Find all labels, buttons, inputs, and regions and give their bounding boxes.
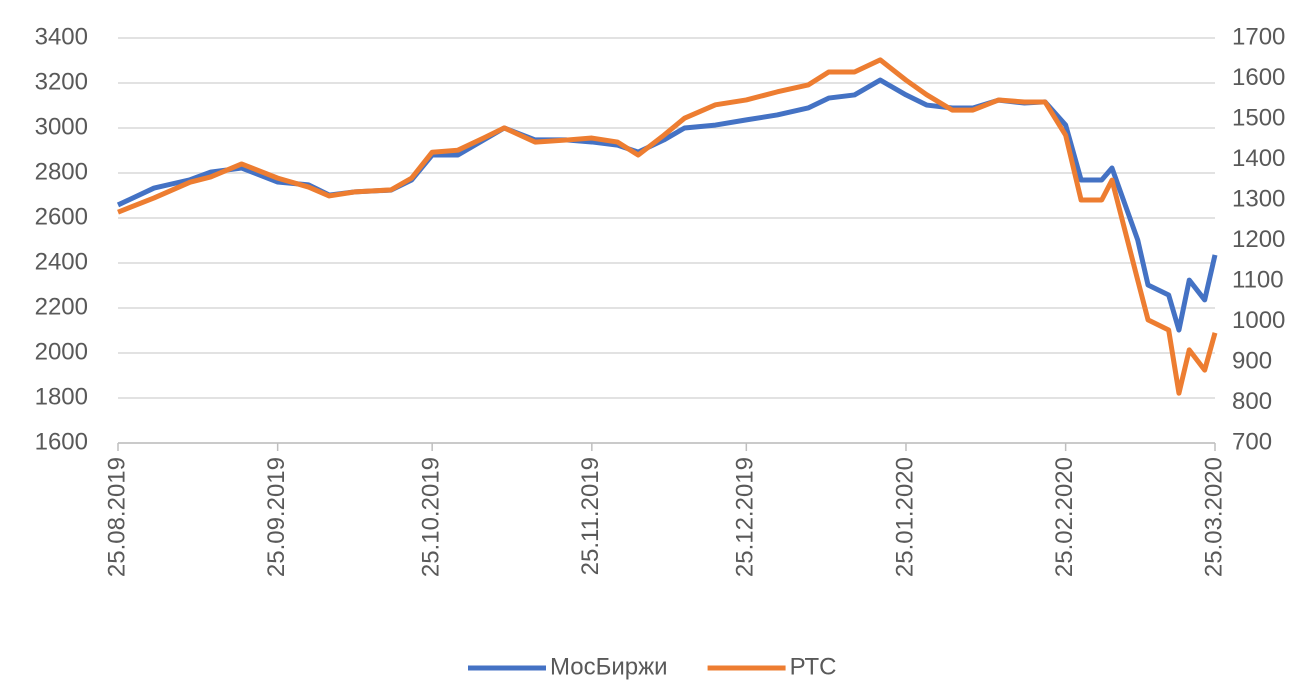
y2-tick-label: 1100 [1232,266,1284,293]
y-tick-label: 1800 [35,383,88,410]
x-tick-label: 25.11.2019 [577,457,604,575]
x-tick-label: 25.03.2020 [1200,457,1227,577]
series-line [117,57,1218,396]
y2-tick-label: 700 [1232,428,1272,455]
y-tick-label: 3200 [35,68,88,95]
y2-tick-label: 1700 [1232,23,1285,50]
y2-tick-label: 1300 [1232,185,1285,212]
y2-tick-label: 1500 [1232,104,1285,131]
y-tick-label: 2400 [35,248,88,275]
series-line [116,77,1218,333]
y-tick-label: 2800 [35,158,88,185]
y2-tick-label: 1000 [1232,307,1285,334]
y-tick-label: 3000 [35,113,88,140]
y-tick-label: 2200 [35,293,88,320]
legend-label: РТС [790,653,837,680]
y-tick-label: 2000 [35,338,88,365]
x-tick-label: 25.09.2019 [263,457,290,577]
y2-tick-label: 900 [1232,347,1272,374]
x-tick-label: 25.02.2020 [1051,457,1078,577]
x-tick-label: 25.01.2020 [891,457,918,577]
y-tick-label: 2600 [35,203,88,230]
y-tick-label: 3400 [35,23,88,50]
y2-tick-label: 1400 [1232,145,1285,172]
y2-tick-label: 1200 [1232,226,1285,253]
x-tick-label: 25.08.2019 [103,457,130,577]
x-tick-label: 25.12.2019 [732,457,759,577]
y-tick-label: 1600 [35,428,88,455]
x-tick-label: 25.10.2019 [418,457,445,577]
y2-tick-label: 800 [1232,388,1272,415]
legend-label: МосБиржи [550,653,668,680]
y2-tick-label: 1600 [1232,64,1285,91]
